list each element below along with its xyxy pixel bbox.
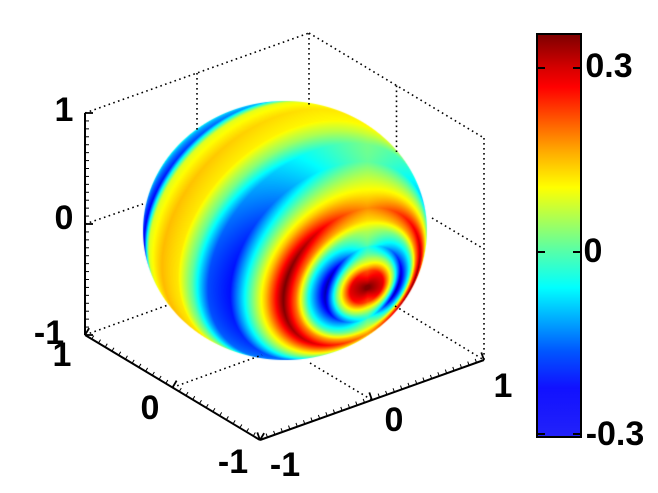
grid-top-back-right-edge xyxy=(308,32,485,139)
y-axis-minor-tick xyxy=(362,398,366,403)
y-axis-minor-tick xyxy=(295,422,298,427)
colorbar xyxy=(536,33,582,438)
y-axis-minor-tick xyxy=(392,388,395,393)
colorbar-tick-left-03 xyxy=(538,67,545,69)
y-axis-minor-tick xyxy=(414,380,418,385)
y-axis-minor-tick xyxy=(317,414,321,419)
y-axis-minor-tick xyxy=(400,385,403,390)
y-axis-minor-tick xyxy=(347,404,351,409)
grid-leftwall-z0 xyxy=(84,203,144,225)
x-axis-major-tick xyxy=(171,380,178,388)
y-axis-minor-tick xyxy=(377,393,380,398)
y-axis-minor-tick xyxy=(459,364,463,369)
y-axis-minor-tick xyxy=(407,382,410,387)
y-axis-major-tick xyxy=(256,432,261,441)
x-axis-minor-tick xyxy=(98,339,101,344)
x-axis-minor-tick xyxy=(131,359,135,364)
z-tick-label-0: 0 xyxy=(54,199,74,237)
y-axis-minor-tick xyxy=(273,430,276,435)
x-axis-minor-tick xyxy=(246,428,250,433)
x-axis-minor-tick xyxy=(145,367,149,372)
y-axis-minor-tick xyxy=(452,366,455,371)
y-axis-minor-tick xyxy=(280,428,283,433)
x-axis-major-tick xyxy=(259,432,265,441)
y-axis-major-tick xyxy=(480,352,485,361)
x-axis-minor-tick xyxy=(158,375,162,380)
x-axis-minor-tick xyxy=(219,412,223,417)
x-axis-minor-tick xyxy=(165,379,169,384)
y-axis-minor-tick xyxy=(302,420,306,425)
colorbar-label-03: 0.3 xyxy=(585,47,633,85)
colorbar-tick-left-m03 xyxy=(538,433,545,435)
x-axis-minor-tick xyxy=(118,351,122,356)
x-axis-minor-tick xyxy=(252,432,256,437)
z-tick-label-1: 1 xyxy=(54,91,74,129)
x-axis-minor-tick xyxy=(91,335,95,340)
grid-rightwall-z0 xyxy=(431,217,485,250)
y-axis-minor-tick xyxy=(340,406,343,411)
y-tick-label-1: 1 xyxy=(493,367,513,405)
grid-bottom-x0 xyxy=(172,354,263,389)
y-axis-minor-tick xyxy=(310,417,313,422)
x-axis-minor-tick xyxy=(212,408,216,412)
y-axis-minor-tick xyxy=(355,401,358,406)
x-axis-minor-tick xyxy=(205,404,209,408)
colorbar-tick-right-m03 xyxy=(573,433,580,435)
colorbar-tick-right-0 xyxy=(573,251,580,253)
colorbar-label-m03: -0.3 xyxy=(585,415,645,453)
y-axis-minor-tick xyxy=(429,374,433,379)
x-tick-label-m1: -1 xyxy=(217,443,249,481)
y-axis-minor-tick xyxy=(437,372,440,377)
x-axis-minor-tick xyxy=(232,420,236,425)
y-axis-minor-tick xyxy=(332,409,336,414)
y-tick-label-0: 0 xyxy=(384,401,404,439)
x-axis-minor-tick xyxy=(225,416,229,421)
y-axis-major-tick xyxy=(368,392,373,401)
y-tick-label-m1: -1 xyxy=(269,446,301,484)
y-axis-minor-tick xyxy=(474,358,478,363)
x-axis-minor-tick xyxy=(192,395,196,400)
grid-bottom-back-right-edge xyxy=(394,305,485,361)
x-axis-minor-tick xyxy=(104,343,108,348)
x-axis-minor-tick xyxy=(124,355,128,360)
x-axis-minor-tick xyxy=(138,363,142,368)
y-axis-minor-tick xyxy=(422,377,425,382)
colorbar-tick-right-03 xyxy=(573,67,580,69)
z-tick-label-m1: -1 xyxy=(33,314,65,352)
grid-bottom-y0 xyxy=(309,362,373,401)
x-axis-minor-tick xyxy=(151,371,155,376)
y-axis-minor-tick xyxy=(288,425,291,430)
x-axis-minor-tick xyxy=(111,347,115,352)
x-axis-minor-tick xyxy=(198,399,202,404)
x-axis-minor-tick xyxy=(185,391,189,396)
x-axis-major-tick xyxy=(84,327,90,336)
x-tick-label-0: 0 xyxy=(140,389,160,427)
colorbar-label-0: 0 xyxy=(583,232,603,270)
y-axis-minor-tick xyxy=(265,433,268,438)
y-axis-minor-tick xyxy=(385,390,388,395)
colorbar-tick-left-0 xyxy=(538,251,545,253)
y-axis-minor-tick xyxy=(325,412,328,417)
x-axis-minor-tick xyxy=(178,387,182,392)
x-tick-label-1: 1 xyxy=(52,336,72,374)
grid-bottom-back-left-edge xyxy=(84,304,169,336)
y-axis-minor-tick xyxy=(444,369,448,374)
x-axis-minor-tick xyxy=(239,424,243,429)
y-axis-minor-tick xyxy=(467,361,470,366)
sphere-surface-plot[interactable] xyxy=(140,98,430,363)
